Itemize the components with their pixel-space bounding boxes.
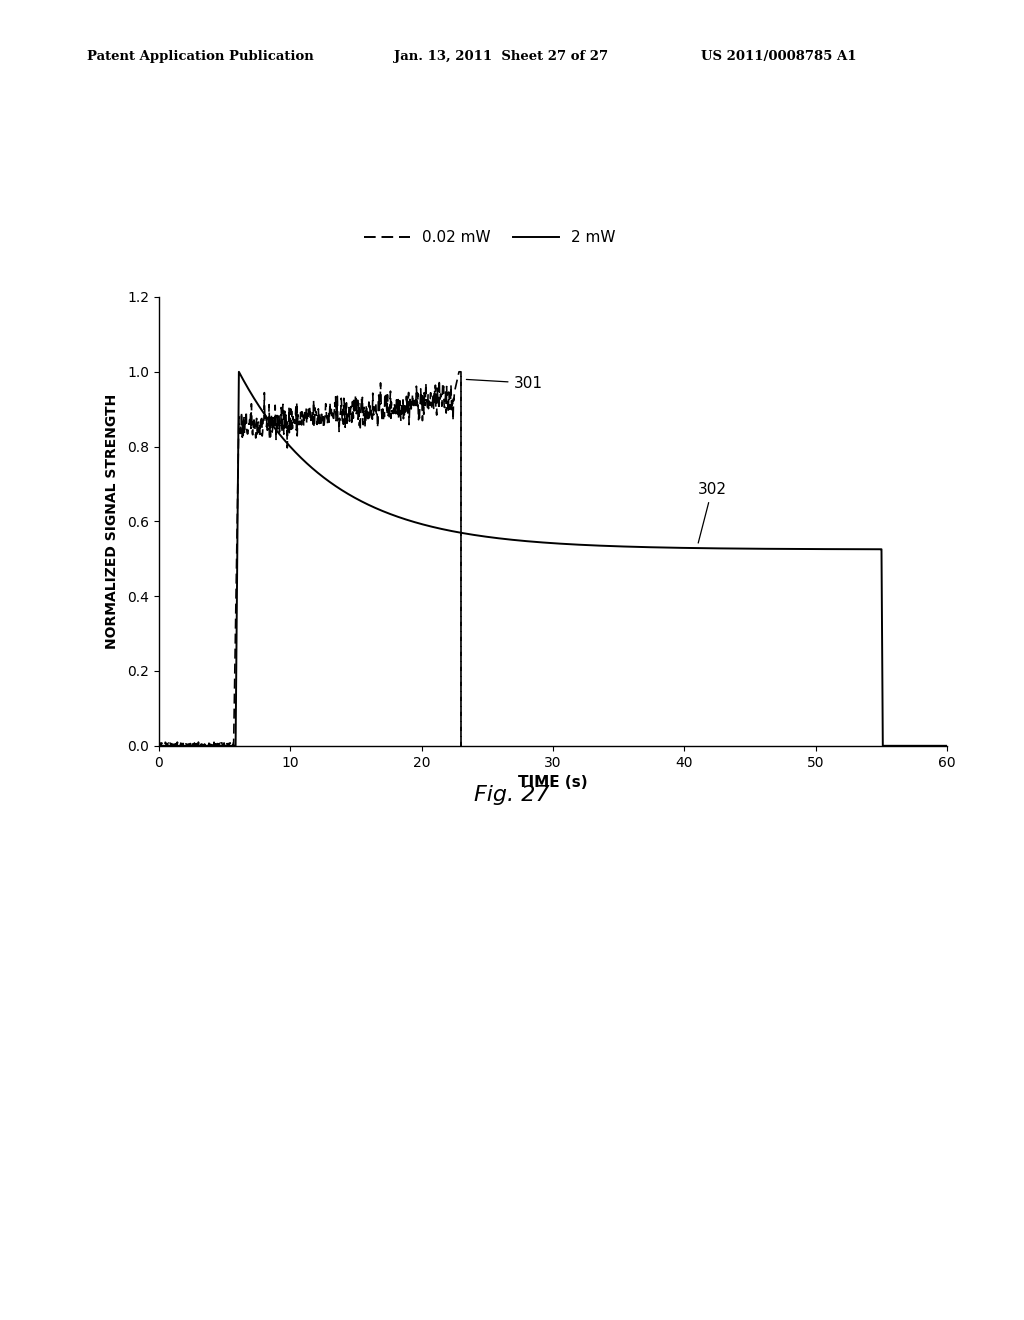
Text: 302: 302 [697, 482, 726, 543]
Legend: 0.02 mW, 2 mW: 0.02 mW, 2 mW [357, 224, 622, 251]
X-axis label: TIME (s): TIME (s) [518, 775, 588, 791]
Text: US 2011/0008785 A1: US 2011/0008785 A1 [701, 50, 857, 63]
Text: 301: 301 [466, 375, 543, 391]
Text: Fig. 27: Fig. 27 [474, 785, 550, 805]
Text: Jan. 13, 2011  Sheet 27 of 27: Jan. 13, 2011 Sheet 27 of 27 [394, 50, 608, 63]
Text: Patent Application Publication: Patent Application Publication [87, 50, 313, 63]
Y-axis label: NORMALIZED SIGNAL STRENGTH: NORMALIZED SIGNAL STRENGTH [104, 393, 119, 649]
